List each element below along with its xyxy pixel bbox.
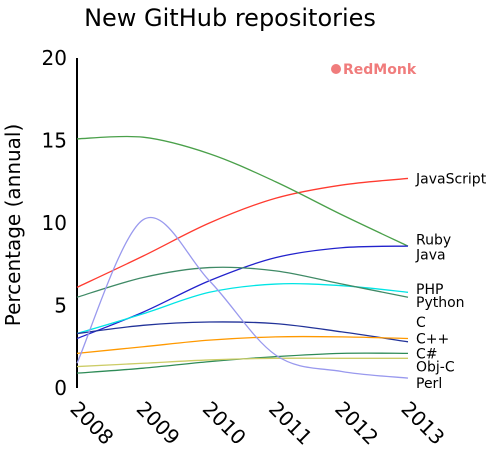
series-line-java bbox=[76, 245, 409, 340]
series-line-c bbox=[76, 321, 409, 343]
y-tick-label: 5 bbox=[54, 294, 67, 318]
y-axis-label: Percentage (annual) bbox=[1, 124, 25, 327]
x-tick-label: 2011 bbox=[264, 397, 317, 450]
x-tick-label: 2012 bbox=[330, 397, 383, 450]
chart-title: New GitHub repositories bbox=[84, 4, 376, 32]
series-label-perl: Perl bbox=[416, 376, 442, 392]
brand-logo-icon bbox=[331, 64, 341, 74]
series-label-ruby: Ruby bbox=[416, 233, 451, 249]
series-line-javascript bbox=[76, 177, 409, 288]
series-line-php bbox=[76, 283, 409, 335]
axes: 0 5 10 15 20 2008 2009 2010 2011 2012 2013 bbox=[42, 46, 450, 450]
y-tick-label: 10 bbox=[42, 211, 67, 235]
series-label-obj-c: Obj-C bbox=[416, 360, 455, 376]
series-label-cpp: C++ bbox=[416, 332, 449, 348]
brand-label: RedMonk bbox=[343, 62, 417, 78]
brand-logo: RedMonk bbox=[331, 62, 417, 78]
series-line-cpp bbox=[76, 335, 409, 354]
series-line-perl bbox=[76, 216, 409, 379]
series-label-csharp: C# bbox=[416, 346, 438, 362]
series-label-php: PHP bbox=[416, 282, 443, 298]
series-label-java: Java bbox=[415, 247, 446, 263]
series-line-obj-c bbox=[76, 357, 408, 368]
x-tick-label: 2008 bbox=[65, 397, 118, 450]
x-tick-label: 2009 bbox=[132, 397, 185, 450]
y-tick-label: 0 bbox=[54, 376, 67, 400]
series-line-ruby bbox=[76, 135, 409, 247]
x-tick-label: 2013 bbox=[396, 397, 449, 450]
series-label-javascript: JavaScript bbox=[415, 171, 487, 187]
series-line-csharp bbox=[76, 352, 409, 374]
x-tick-label: 2010 bbox=[198, 397, 251, 450]
y-tick-label: 15 bbox=[42, 129, 67, 153]
y-tick-label: 20 bbox=[42, 46, 67, 70]
series-label-c: C bbox=[416, 315, 426, 331]
series-label-python: Python bbox=[416, 295, 465, 311]
series-line-python bbox=[76, 266, 409, 298]
series-lines bbox=[76, 135, 409, 379]
